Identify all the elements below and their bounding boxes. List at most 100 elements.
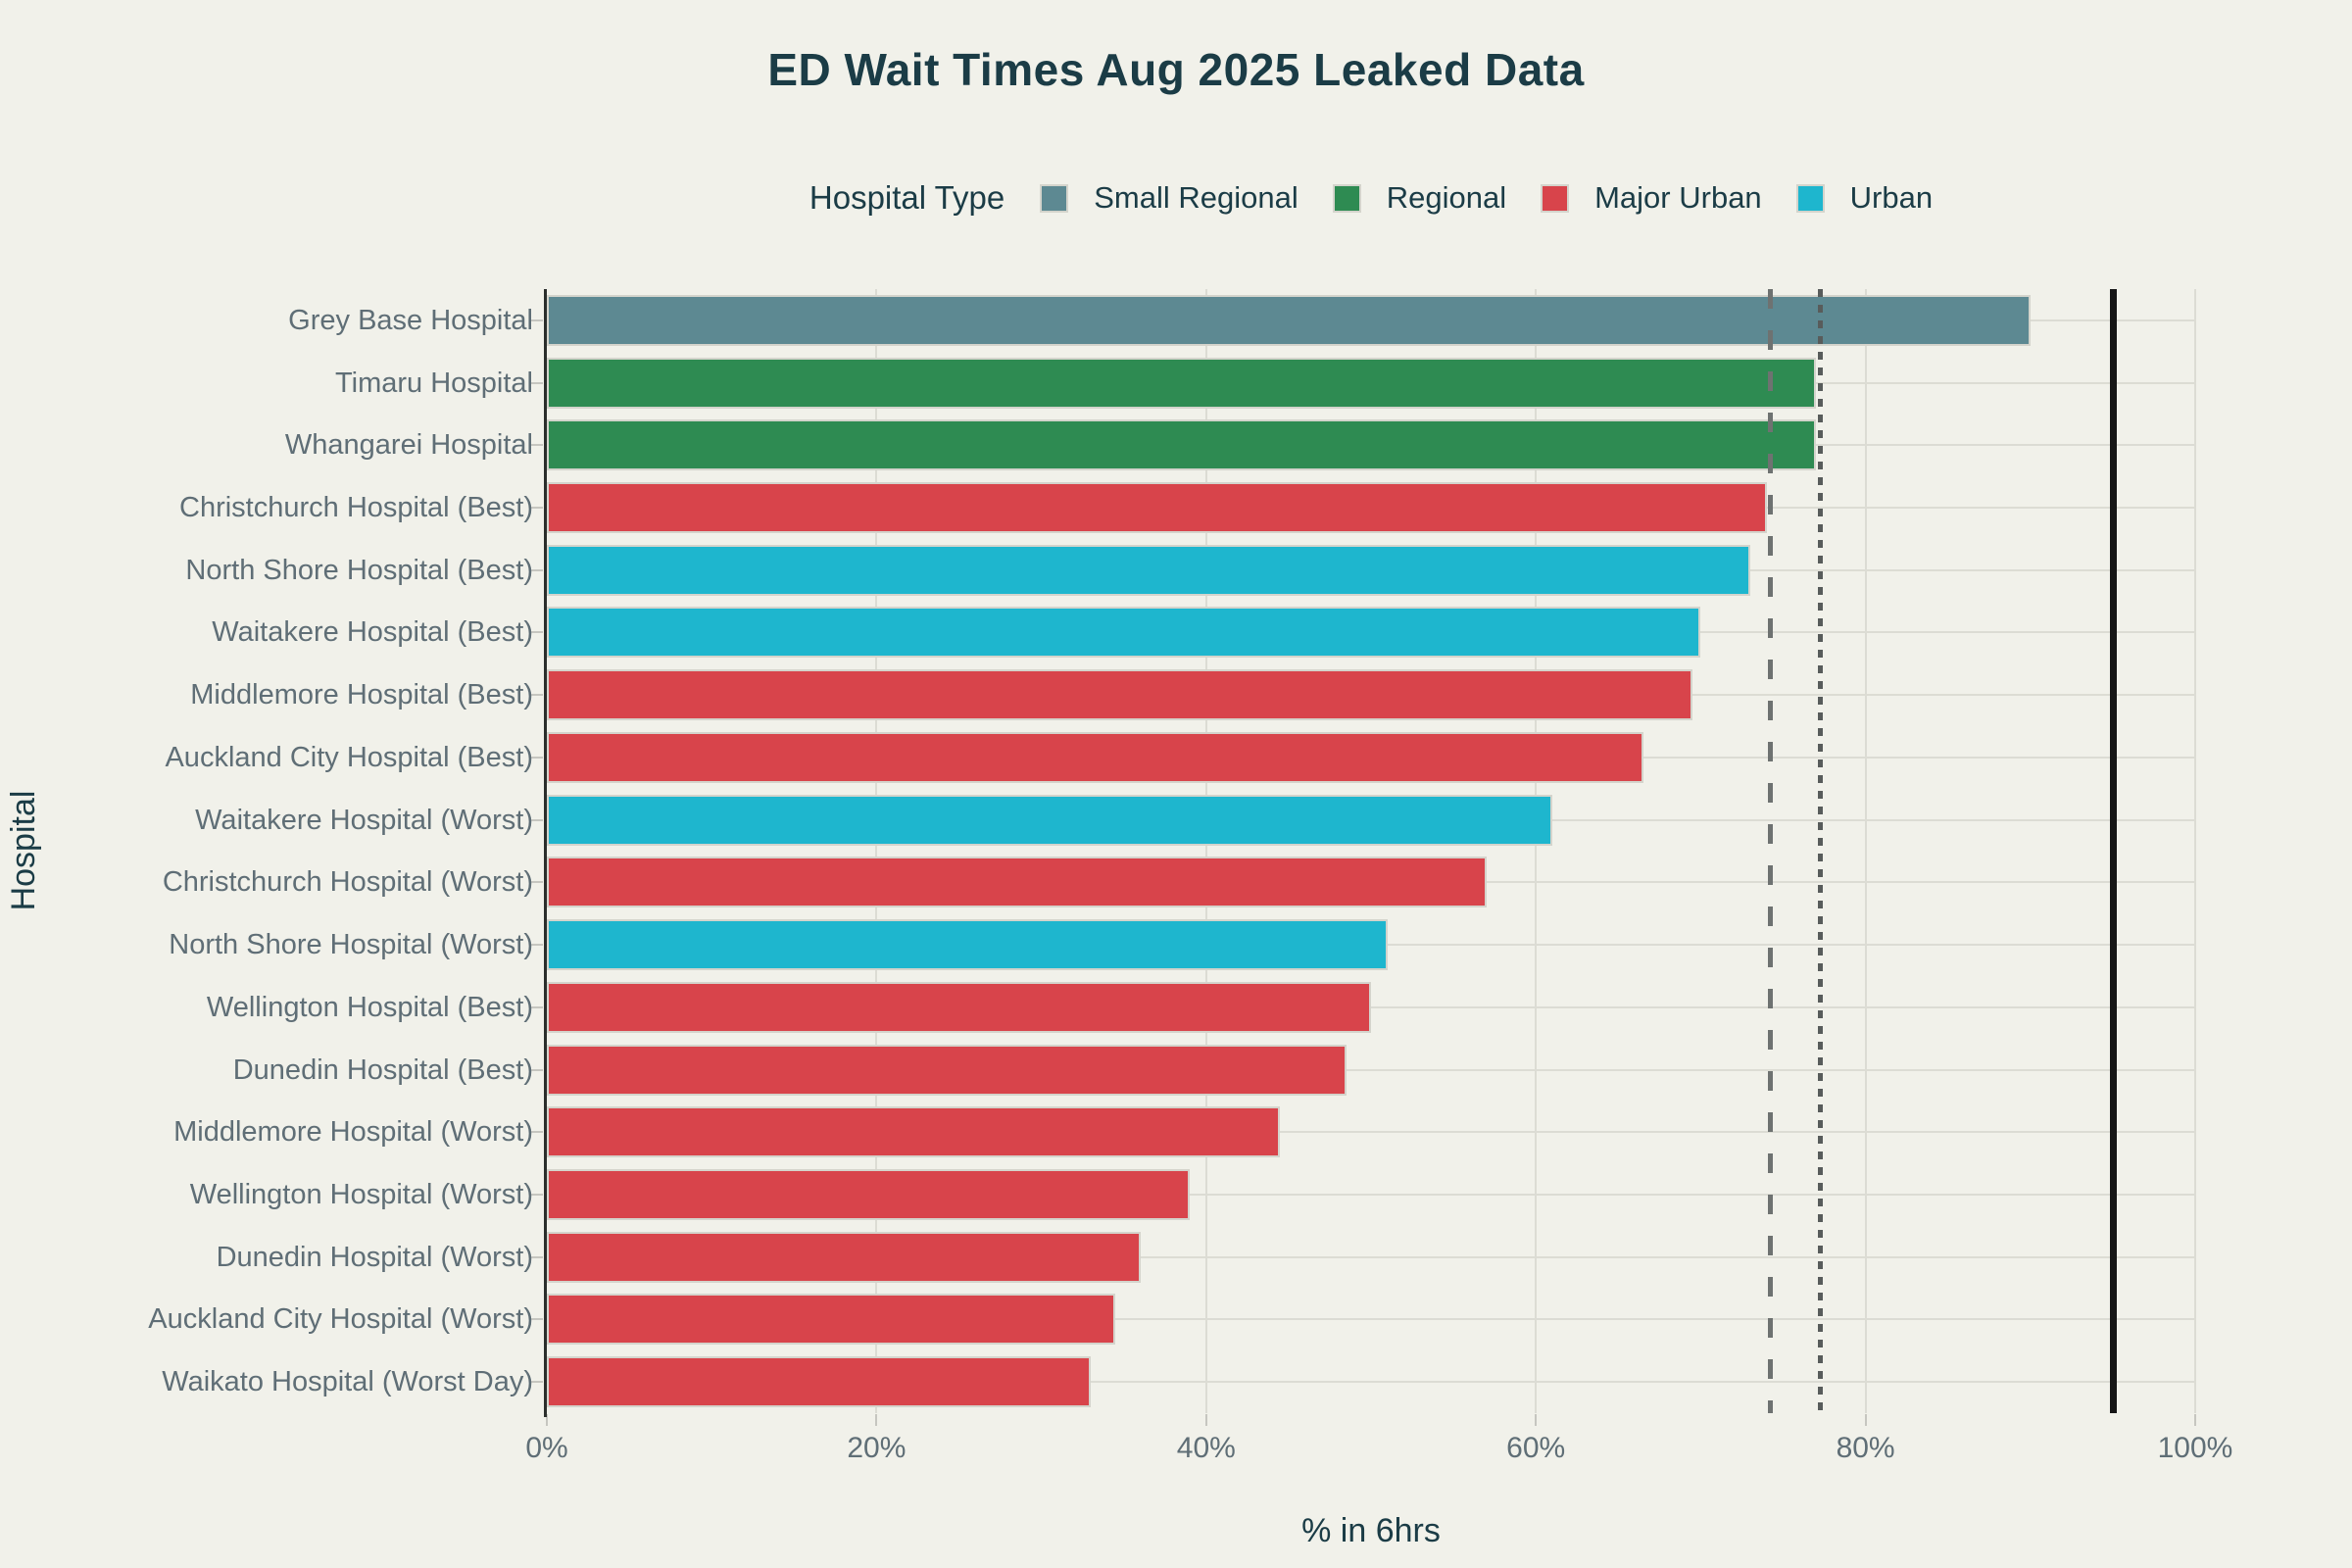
x-axis-tick [1535, 1414, 1538, 1426]
x-axis-tick [1204, 1414, 1207, 1426]
bar [547, 544, 1750, 596]
y-axis-category-label: Waitakere Hospital (Best) [212, 616, 533, 649]
y-axis-tick [531, 1318, 543, 1321]
legend-swatch-icon [1040, 183, 1069, 213]
y-axis-category-label: North Shore Hospital (Worst) [169, 929, 533, 961]
horizontal-gridline [547, 1255, 2195, 1258]
vertical-gridline [875, 289, 878, 1413]
dashed-reference-line [1768, 289, 1774, 1413]
x-axis-tick-label: 40% [1176, 1432, 1236, 1464]
legend-title: Hospital Type [808, 179, 1005, 216]
y-axis-tick [531, 944, 543, 947]
bar [547, 981, 1371, 1033]
x-axis-tick-label: 100% [2157, 1432, 2233, 1464]
bar [547, 294, 2031, 346]
y-axis-category-label: Auckland City Hospital (Best) [165, 741, 533, 773]
y-axis-tick [531, 507, 543, 510]
bar [547, 794, 1553, 846]
y-axis-category-label: Timaru Hospital [335, 367, 533, 399]
legend-swatch-icon [1541, 183, 1570, 213]
y-axis-tick [531, 381, 543, 384]
y-axis-line [544, 289, 547, 1417]
y-axis-category-label: Waitakere Hospital (Worst) [195, 804, 533, 836]
y-axis-category-label: Wellington Hospital (Worst) [189, 1178, 533, 1210]
bar [547, 357, 1817, 409]
x-axis-tick-label: 80% [1836, 1432, 1895, 1464]
x-axis-tick [1864, 1414, 1867, 1426]
vertical-gridline [1864, 289, 1867, 1413]
bar [547, 607, 1701, 659]
y-axis-category-label: Dunedin Hospital (Worst) [216, 1241, 533, 1273]
legend-item-label: Small Regional [1094, 180, 1298, 215]
vertical-gridline [1204, 289, 1207, 1413]
y-axis-tick [531, 881, 543, 884]
vertical-gridline [1535, 289, 1538, 1413]
bar [547, 1356, 1092, 1408]
x-axis-tick [2194, 1414, 2196, 1426]
x-axis-tick-label: 0% [525, 1432, 568, 1464]
y-axis-tick [531, 818, 543, 821]
bar [547, 857, 1487, 908]
horizontal-gridline [547, 1193, 2195, 1196]
y-axis-category-label: Dunedin Hospital (Best) [232, 1054, 533, 1086]
legend-item: Major Urban [1541, 180, 1762, 216]
bar [547, 1106, 1281, 1158]
horizontal-gridline [547, 1381, 2195, 1384]
y-axis-tick [531, 318, 543, 321]
legend-swatch-icon [1332, 183, 1361, 213]
y-axis-tick [531, 1068, 543, 1071]
bar [547, 1044, 1347, 1096]
y-axis-tick [531, 1381, 543, 1384]
bar [547, 1294, 1116, 1346]
legend-item-label: Major Urban [1594, 180, 1762, 215]
y-axis-category-label: Whangarei Hospital [284, 429, 533, 462]
legend-item-label: Regional [1386, 180, 1507, 215]
legend-item: Urban [1795, 180, 1934, 216]
bar [547, 419, 1817, 471]
y-axis-category-label: Middlemore Hospital (Worst) [173, 1116, 533, 1149]
y-axis-category-label: Grey Base Hospital [288, 304, 533, 336]
x-axis-tick-label: 20% [847, 1432, 906, 1464]
dotted-reference-line [1817, 289, 1823, 1413]
legend-items: Small Regional Regional Major Urban Urban [1040, 180, 1933, 216]
legend-item: Small Regional [1040, 180, 1298, 216]
target-line [2109, 289, 2117, 1413]
y-axis-category-label: Auckland City Hospital (Worst) [148, 1303, 533, 1336]
y-axis-tick [531, 1193, 543, 1196]
y-axis-tick [531, 444, 543, 447]
y-axis-tick [531, 1255, 543, 1258]
x-axis-tick [546, 1414, 548, 1426]
x-axis-title: % in 6hrs [1301, 1512, 1441, 1549]
y-axis-tick [531, 568, 543, 571]
y-axis-category-label: Waikato Hospital (Worst Day) [162, 1366, 533, 1398]
y-axis-category-label: Christchurch Hospital (Worst) [162, 866, 533, 899]
y-axis-tick [531, 631, 543, 634]
y-axis-category-label: North Shore Hospital (Best) [185, 554, 533, 586]
bar [547, 1231, 1141, 1283]
bar [547, 482, 1767, 534]
bar [547, 919, 1388, 971]
horizontal-gridline [547, 1318, 2195, 1321]
x-axis-tick-label: 60% [1506, 1432, 1566, 1464]
bar [547, 669, 1692, 721]
legend-item-label: Urban [1849, 180, 1934, 215]
y-axis-category-label: Christchurch Hospital (Best) [179, 492, 533, 524]
chart-title: ED Wait Times Aug 2025 Leaked Data [767, 44, 1585, 95]
legend-swatch-icon [1795, 183, 1825, 213]
horizontal-gridline [547, 1068, 2195, 1071]
bar [547, 1168, 1190, 1220]
vertical-gridline [2194, 289, 2196, 1413]
y-axis-tick [531, 694, 543, 697]
y-axis-category-label: Middlemore Hospital (Best) [190, 679, 533, 711]
horizontal-gridline [547, 1005, 2195, 1008]
y-axis-tick [531, 756, 543, 759]
y-axis-tick [531, 1131, 543, 1134]
legend: Hospital Type Small Regional Regional Majo… [547, 167, 2195, 229]
horizontal-gridline [547, 1131, 2195, 1134]
y-axis-category-label: Wellington Hospital (Best) [206, 991, 533, 1023]
x-axis-tick [875, 1414, 878, 1426]
bar [547, 731, 1643, 783]
y-axis-tick [531, 1005, 543, 1008]
